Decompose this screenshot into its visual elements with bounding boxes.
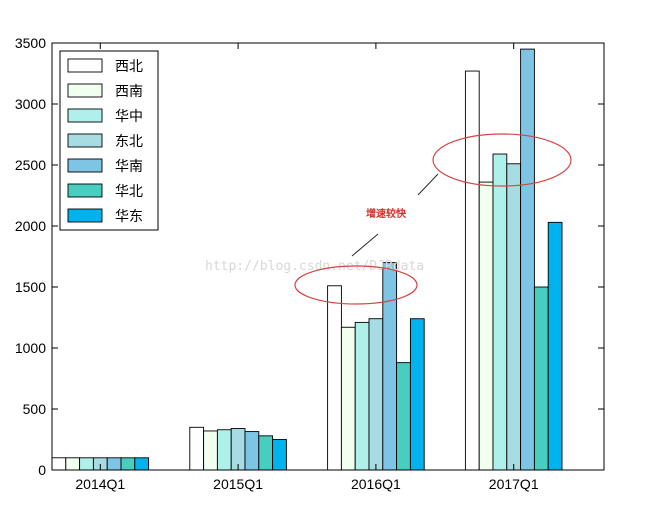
legend-label: 华北 [115,184,143,200]
legend-swatch [67,133,103,148]
highlight-ellipse-2016 [294,265,418,305]
legend-swatch [67,158,103,173]
legend-label: 西南 [115,84,143,100]
y-tick-label: 3500 [15,35,46,51]
bar-2017Q1-7 [547,221,563,471]
bar-2015Q1-6 [258,435,274,471]
y-tick-label: 1500 [15,279,46,295]
legend-swatch [67,183,103,198]
bar-2016Q1-6 [396,362,411,471]
watermark: http://blog.csdn.net/DJRdata [205,259,424,274]
y-tick-label: 1000 [15,340,46,356]
bar-2016Q1-7 [409,318,425,471]
bar-2017Q1-4 [506,163,522,471]
x-tick-label: 2015Q1 [213,476,263,492]
bar-2017Q1-3 [492,153,508,471]
legend-label: 华南 [115,159,143,175]
legend-label: 华中 [115,109,143,125]
bar-2014Q1-6 [120,457,136,471]
legend-swatch [67,58,103,73]
legend-label: 华东 [115,209,143,225]
legend-swatch [67,83,103,98]
bar-2016Q1-1 [327,285,342,471]
legend-label: 西北 [115,59,143,75]
bar-2014Q1-2 [65,457,81,471]
bar-2017Q1-1 [464,70,480,471]
y-tick-label: 0 [38,462,46,478]
annotation-pointer-upper [417,173,439,196]
bar-2014Q1-1 [51,457,67,471]
bar-2015Q1-3 [216,429,232,471]
legend-swatch [67,108,103,123]
highlight-ellipse-2017 [432,133,572,187]
bar-2015Q1-5 [244,431,260,471]
annotation-label: 增速较快 [366,207,407,220]
annotation-layer: 增速较快 [294,133,572,305]
plot-frame [51,42,605,471]
y-tick-label: 500 [23,401,47,417]
bar-2014Q1-7 [134,457,150,471]
y-tick-label: 3000 [15,96,46,112]
bars-layer [51,48,563,471]
bar-2017Q1-6 [533,286,549,471]
bar-2017Q1-5 [520,48,535,471]
bar-2015Q1-2 [203,430,218,471]
bar-2015Q1-4 [230,428,246,471]
bar-2016Q1-4 [368,318,384,471]
x-tick-label: 2017Q1 [489,476,539,492]
x-tick-label: 2016Q1 [351,476,401,492]
bar-2016Q1-2 [340,326,356,471]
y-tick-label: 2000 [15,218,46,234]
bar-2014Q1-5 [106,457,122,471]
bar-2014Q1-3 [79,457,94,471]
y-tick-label: 2500 [15,157,46,173]
bar-2016Q1-5 [382,262,398,471]
bar-2017Q1-2 [478,181,494,471]
axes-layer: 0 500 1000 1500 2000 2500 3000 3500 2014Q1 2015Q1… [15,35,604,492]
legend-swatch [67,208,103,223]
bar-2015Q1-7 [272,439,287,471]
bar-2015Q1-1 [189,426,205,471]
x-tick-label: 2014Q1 [75,476,125,492]
bar-2016Q1-3 [354,321,370,471]
legend-label: 东北 [115,134,143,150]
annotation-pointer-lower [351,233,379,257]
